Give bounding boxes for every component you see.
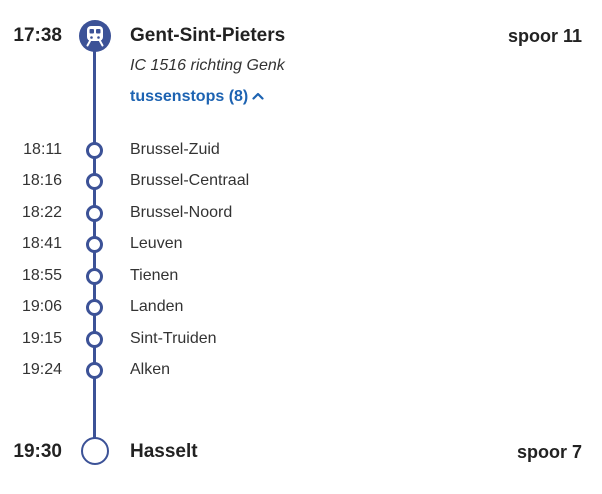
list-item: 18:55 Tienen — [0, 264, 560, 288]
stop-marker — [86, 173, 103, 190]
chevron-up-icon — [252, 88, 264, 103]
stop-station: Alken — [130, 361, 171, 378]
list-item: 18:16 Brussel-Centraal — [0, 169, 560, 193]
stop-time: 19:24 — [21, 361, 62, 378]
list-item: 18:22 Brussel-Noord — [0, 201, 560, 225]
list-item: 18:11 Brussel-Zuid — [0, 138, 560, 162]
stop-station: Landen — [130, 298, 184, 315]
stop-station: Brussel-Noord — [130, 204, 233, 221]
intermediate-stops-toggle[interactable]: tussenstops (8) — [130, 88, 264, 106]
stop-station: Leuven — [130, 235, 183, 252]
departure-platform: spoor 11 — [507, 26, 582, 46]
stop-time: 18:16 — [21, 172, 62, 189]
list-item: 19:15 Sint-Truiden — [0, 327, 560, 351]
arrival-platform: spoor 7 — [516, 442, 582, 462]
train-description: IC 1516 richting Genk — [130, 57, 285, 74]
intermediate-stops-label: tussenstops (8) — [130, 88, 249, 105]
list-item: 19:24 Alken — [0, 358, 560, 382]
list-item: 18:41 Leuven — [0, 232, 560, 256]
stop-station: Brussel-Centraal — [130, 172, 250, 189]
stop-time: 18:41 — [21, 235, 62, 252]
stop-marker — [86, 268, 103, 285]
stop-time: 19:06 — [21, 298, 62, 315]
stop-marker — [86, 299, 103, 316]
stop-station: Tienen — [130, 267, 179, 284]
stop-time: 19:15 — [21, 330, 62, 347]
arrival-station: Hasselt — [130, 441, 198, 462]
stop-time: 18:22 — [21, 204, 62, 221]
stop-marker — [86, 236, 103, 253]
stop-marker — [86, 331, 103, 348]
destination-circle-icon — [81, 437, 109, 465]
stop-station: Brussel-Zuid — [130, 141, 220, 158]
list-item: 19:06 Landen — [0, 295, 560, 319]
departure-time: 17:38 — [13, 25, 62, 46]
stop-station: Sint-Truiden — [130, 330, 217, 347]
departure-station: Gent-Sint-Pieters — [130, 25, 286, 46]
stop-marker — [86, 142, 103, 159]
stop-marker — [86, 362, 103, 379]
arrival-time: 19:30 — [13, 441, 62, 462]
train-icon — [79, 20, 111, 52]
stop-time: 18:11 — [23, 141, 62, 158]
stop-time: 18:55 — [21, 267, 62, 284]
stop-marker — [86, 205, 103, 222]
